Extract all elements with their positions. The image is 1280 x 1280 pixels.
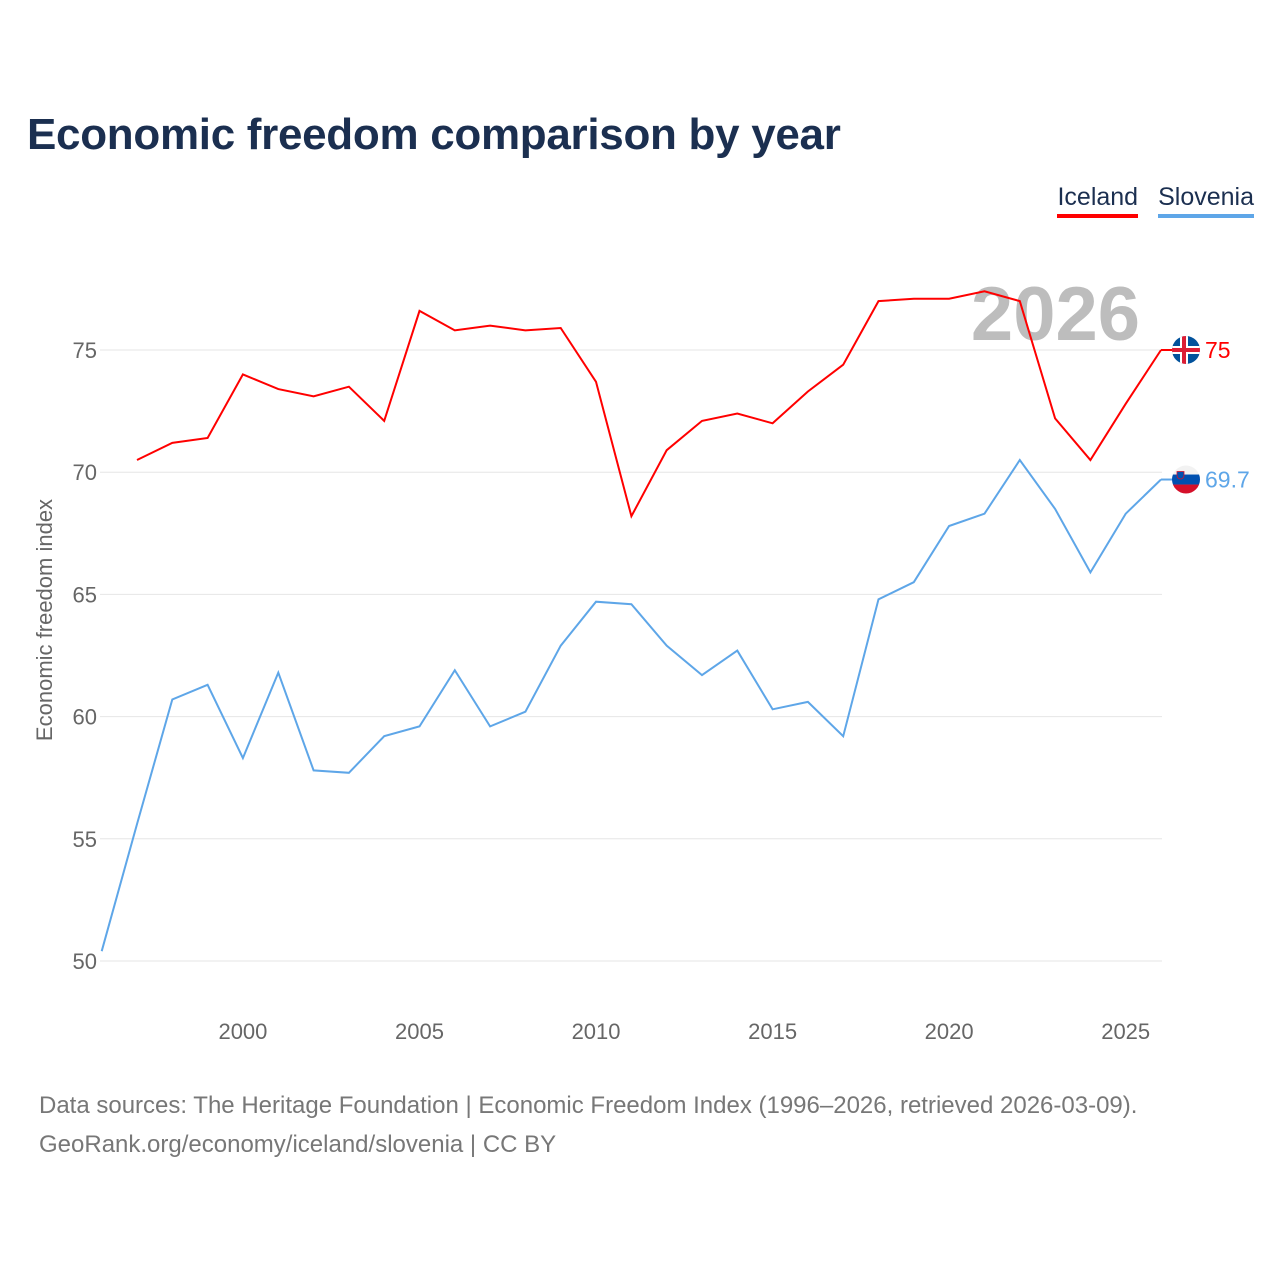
y-tick-label: 55 — [73, 827, 97, 852]
end-value-label: 69.7 — [1205, 467, 1250, 493]
legend-slovenia[interactable]: Slovenia — [1158, 183, 1254, 218]
y-tick-label: 70 — [73, 460, 97, 485]
series-line-iceland — [136, 290, 1162, 519]
legend: Iceland Slovenia — [1057, 183, 1254, 218]
y-tick-label: 65 — [73, 582, 97, 607]
series-line-slovenia — [100, 458, 1162, 952]
y-axis-label: Economic freedom index — [32, 499, 57, 741]
x-tick-label: 2025 — [1101, 1019, 1150, 1044]
slovenia-flag-icon — [1172, 465, 1200, 494]
x-tick-label: 2010 — [572, 1019, 621, 1044]
x-tick-label: 2005 — [395, 1019, 444, 1044]
chart-title: Economic freedom comparison by year — [27, 110, 841, 159]
y-tick-label: 75 — [73, 338, 97, 363]
iceland-flag-icon — [1172, 336, 1200, 364]
footer: Data sources: The Heritage Foundation | … — [39, 1086, 1137, 1164]
end-value-label: 75 — [1205, 337, 1231, 363]
x-tick-label: 2020 — [925, 1019, 974, 1044]
x-tick-label: 2000 — [218, 1019, 267, 1044]
x-tick-label: 2015 — [748, 1019, 797, 1044]
y-tick-label: 60 — [73, 705, 97, 730]
data-source-text: Data sources: The Heritage Foundation | … — [39, 1092, 1138, 1119]
y-tick-label: 50 — [73, 949, 97, 974]
legend-iceland[interactable]: Iceland — [1057, 183, 1139, 218]
attribution-link[interactable]: GeoRank.org/economy/iceland/slovenia | C… — [39, 1131, 557, 1158]
year-watermark: 2026 — [971, 272, 1140, 357]
